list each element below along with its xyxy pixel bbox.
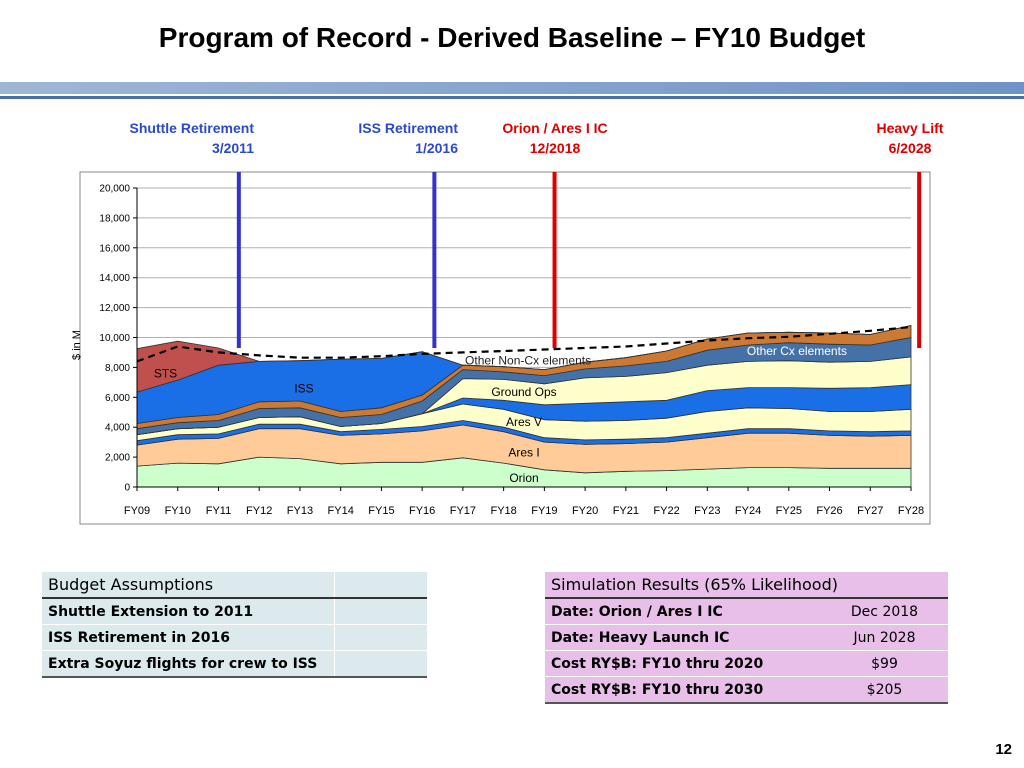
title-rule-thin bbox=[0, 96, 1024, 99]
marker-label-orion-ares-ic: Orion / Ares I IC 12/2018 bbox=[470, 118, 640, 158]
y-tick-label: 16,000 bbox=[99, 243, 130, 254]
table-cell-empty bbox=[334, 598, 427, 625]
series-label: STS bbox=[154, 366, 177, 380]
y-axis-label: $ in M bbox=[71, 330, 83, 360]
table-row-value: $99 bbox=[821, 650, 948, 677]
table-row-label: Cost RY$B: FY10 thru 2020 bbox=[545, 650, 821, 677]
x-tick-label: FY21 bbox=[613, 505, 639, 517]
y-tick-label: 10,000 bbox=[99, 333, 130, 344]
table-cell-empty bbox=[334, 650, 427, 678]
marker-title: Shuttle Retirement bbox=[129, 120, 254, 136]
marker-date: 12/2018 bbox=[529, 140, 581, 156]
series-label: Ares I bbox=[508, 446, 539, 460]
table-row: Extra Soyuz flights for crew to ISS bbox=[42, 650, 335, 678]
x-tick-label: FY13 bbox=[287, 505, 313, 517]
x-tick-label: FY26 bbox=[816, 505, 842, 517]
marker-label-iss-retirement: ISS Retirement 1/2016 bbox=[300, 118, 458, 158]
series-label: Ares V bbox=[506, 415, 542, 429]
marker-date: 6/2028 bbox=[888, 140, 932, 156]
simulation-results-table: Simulation Results (65% Likelihood) Date… bbox=[545, 572, 948, 704]
marker-title: ISS Retirement bbox=[358, 120, 458, 136]
budget-table-header: Budget Assumptions bbox=[42, 572, 335, 599]
x-tick-label: FY19 bbox=[531, 505, 557, 517]
table-row-value: Dec 2018 bbox=[821, 598, 948, 625]
marker-label-heavy-lift: Heavy Lift 6/2028 bbox=[840, 118, 980, 158]
x-tick-label: FY20 bbox=[572, 505, 598, 517]
table-row: ISS Retirement in 2016 bbox=[42, 624, 335, 651]
x-tick-label: FY18 bbox=[490, 505, 516, 517]
y-tick-label: 2,000 bbox=[105, 453, 130, 464]
x-tick-label: FY12 bbox=[246, 505, 272, 517]
dashed-total-line bbox=[136, 325, 912, 363]
table-row-label: Cost RY$B: FY10 thru 2030 bbox=[545, 676, 821, 704]
y-tick-label: 14,000 bbox=[99, 273, 130, 284]
marker-label-shuttle-retirement: Shuttle Retirement 3/2011 bbox=[60, 118, 254, 158]
y-tick-label: 20,000 bbox=[99, 184, 130, 195]
y-tick-label: 12,000 bbox=[99, 303, 130, 314]
marker-date: 3/2011 bbox=[211, 140, 254, 156]
x-tick-label: FY10 bbox=[165, 505, 191, 517]
y-tick-label: 6,000 bbox=[105, 393, 130, 404]
area-label: Other Non-Cx elements bbox=[465, 354, 591, 368]
x-tick-label: FY15 bbox=[368, 505, 394, 517]
y-tick-label: 18,000 bbox=[99, 213, 130, 224]
x-tick-label: FY27 bbox=[857, 505, 883, 517]
y-tick-label: 8,000 bbox=[105, 363, 130, 374]
budget-table-header-spacer bbox=[334, 572, 427, 599]
x-tick-label: FY09 bbox=[124, 505, 150, 517]
x-tick-label: FY28 bbox=[898, 505, 924, 517]
y-tick-label: 4,000 bbox=[105, 423, 130, 434]
y-tick-label: 0 bbox=[124, 483, 130, 494]
x-tick-label: FY23 bbox=[694, 505, 720, 517]
area-label: Other Cx elements bbox=[747, 344, 847, 358]
marker-title: Heavy Lift bbox=[876, 120, 944, 136]
table-row-label: Date: Heavy Launch IC bbox=[545, 624, 821, 651]
title-rule-thick bbox=[0, 82, 1024, 94]
slide-title: Program of Record - Derived Baseline – F… bbox=[158, 22, 866, 53]
marker-title: Orion / Ares I IC bbox=[502, 120, 608, 136]
table-row-value: Jun 2028 bbox=[821, 624, 948, 651]
table-row: Shuttle Extension to 2011 bbox=[42, 598, 335, 625]
x-tick-label: FY16 bbox=[409, 505, 435, 517]
table-cell-empty bbox=[334, 624, 427, 651]
results-table-header: Simulation Results (65% Likelihood) bbox=[545, 572, 948, 599]
series-label: Orion bbox=[509, 471, 538, 485]
x-tick-label: FY14 bbox=[328, 505, 354, 517]
x-tick-label: FY22 bbox=[653, 505, 679, 517]
table-row-label: Date: Orion / Ares I IC bbox=[545, 598, 821, 625]
x-tick-label: FY17 bbox=[450, 505, 476, 517]
marker-date: 1/2016 bbox=[415, 140, 458, 156]
budget-area-chart: 0 2,000 4,000 6,000 8,000 10,000 12,000 14,000 1… bbox=[71, 171, 931, 525]
series-label: Ground Ops bbox=[491, 385, 556, 399]
x-tick-label: FY24 bbox=[735, 505, 761, 517]
series-label: ISS bbox=[294, 381, 313, 395]
x-tick-label: FY11 bbox=[206, 505, 231, 517]
page-number: 12 bbox=[995, 741, 1012, 758]
x-tick-label: FY25 bbox=[776, 505, 802, 517]
budget-assumptions-table: Budget Assumptions Shuttle Extension to … bbox=[42, 572, 427, 678]
table-row-value: $205 bbox=[821, 676, 948, 704]
